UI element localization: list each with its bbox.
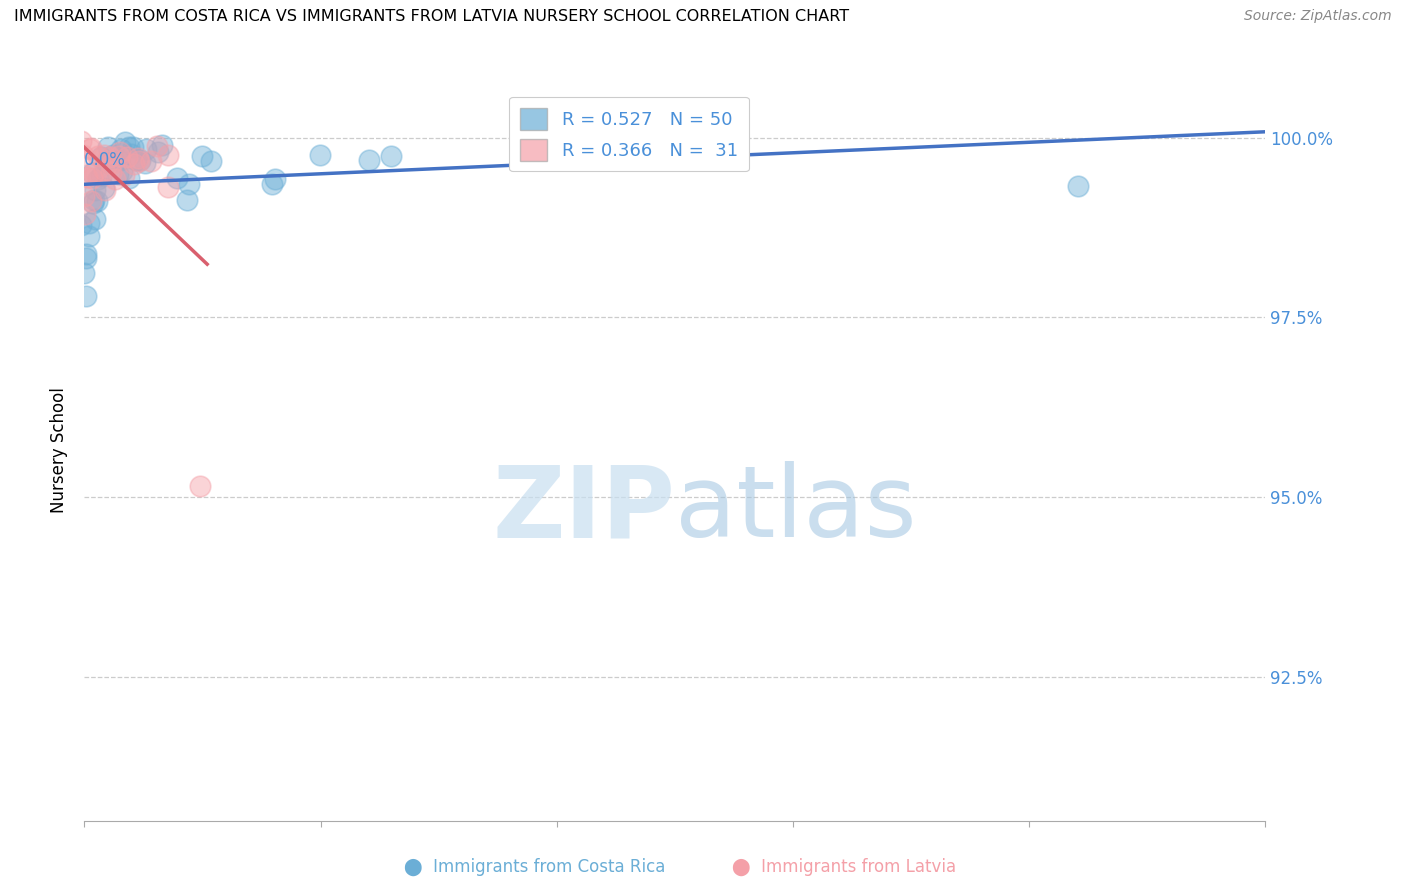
Point	[188, 479, 211, 493]
Point	[86, 194, 108, 209]
Point	[166, 170, 188, 185]
Point	[86, 172, 108, 186]
Point	[104, 154, 127, 169]
Point	[134, 156, 156, 170]
Point	[100, 150, 122, 164]
Point	[82, 166, 104, 180]
Point	[139, 154, 162, 169]
Point	[156, 179, 179, 194]
Point	[76, 170, 98, 185]
Point	[70, 218, 93, 232]
Point	[93, 181, 115, 195]
Point	[75, 207, 97, 221]
Point	[117, 150, 139, 164]
Point	[135, 142, 157, 156]
Point	[200, 154, 222, 169]
Text: 0.0%: 0.0%	[84, 151, 127, 169]
Point	[84, 183, 107, 197]
Point	[118, 140, 141, 154]
Point	[77, 228, 100, 243]
Point	[80, 170, 103, 185]
Point	[76, 246, 98, 260]
Point	[107, 149, 129, 163]
Point	[80, 141, 103, 155]
Point	[87, 149, 110, 163]
Point	[100, 155, 122, 169]
Text: ⬤  Immigrants from Latvia: ⬤ Immigrants from Latvia	[731, 858, 956, 876]
Point	[93, 147, 115, 161]
Point	[110, 142, 132, 156]
Point	[103, 148, 125, 162]
Y-axis label: Nursery School: Nursery School	[51, 387, 69, 514]
Legend: R = 0.527   N = 50, R = 0.366   N =  31: R = 0.527 N = 50, R = 0.366 N = 31	[509, 96, 748, 171]
Point	[75, 251, 97, 265]
Point	[127, 151, 149, 165]
Point	[108, 153, 131, 167]
Point	[80, 166, 103, 180]
Point	[263, 172, 285, 186]
Point	[643, 136, 665, 150]
Point	[100, 157, 122, 171]
Point	[309, 147, 332, 161]
Point	[129, 153, 152, 167]
Point	[73, 189, 96, 203]
Point	[100, 165, 122, 179]
Point	[125, 153, 148, 168]
Point	[96, 155, 118, 169]
Point	[176, 194, 198, 208]
Point	[104, 172, 127, 186]
Point	[79, 216, 101, 230]
Text: ⬤  Immigrants from Costa Rica: ⬤ Immigrants from Costa Rica	[404, 858, 665, 876]
Point	[157, 148, 180, 162]
Point	[111, 163, 134, 178]
Point	[84, 165, 107, 179]
Point	[114, 135, 136, 149]
Text: ZIP: ZIP	[492, 461, 675, 558]
Text: Source: ZipAtlas.com: Source: ZipAtlas.com	[1244, 9, 1392, 23]
Point	[1067, 179, 1090, 194]
Point	[118, 170, 141, 185]
Point	[82, 196, 104, 211]
Point	[122, 156, 145, 170]
Point	[70, 134, 93, 148]
Point	[112, 168, 135, 182]
Point	[146, 139, 169, 153]
Point	[146, 145, 169, 159]
Point	[72, 147, 94, 161]
Point	[685, 142, 707, 156]
Point	[380, 149, 402, 163]
Point	[150, 138, 173, 153]
Point	[94, 183, 117, 197]
Point	[93, 163, 115, 178]
Point	[120, 147, 142, 161]
Point	[177, 177, 200, 191]
Point	[90, 169, 112, 183]
Point	[84, 211, 107, 226]
Point	[83, 193, 105, 207]
Point	[73, 266, 96, 280]
Point	[80, 194, 103, 208]
Point	[97, 140, 120, 154]
Point	[90, 150, 112, 164]
Point	[75, 288, 97, 302]
Point	[359, 153, 381, 167]
Point	[122, 140, 145, 154]
Point	[108, 145, 131, 159]
Point	[262, 177, 284, 191]
Point	[79, 142, 101, 156]
Point	[191, 149, 214, 163]
Point	[107, 167, 129, 181]
Text: atlas: atlas	[675, 461, 917, 558]
Point	[128, 154, 150, 169]
Text: IMMIGRANTS FROM COSTA RICA VS IMMIGRANTS FROM LATVIA NURSERY SCHOOL CORRELATION : IMMIGRANTS FROM COSTA RICA VS IMMIGRANTS…	[14, 9, 849, 24]
